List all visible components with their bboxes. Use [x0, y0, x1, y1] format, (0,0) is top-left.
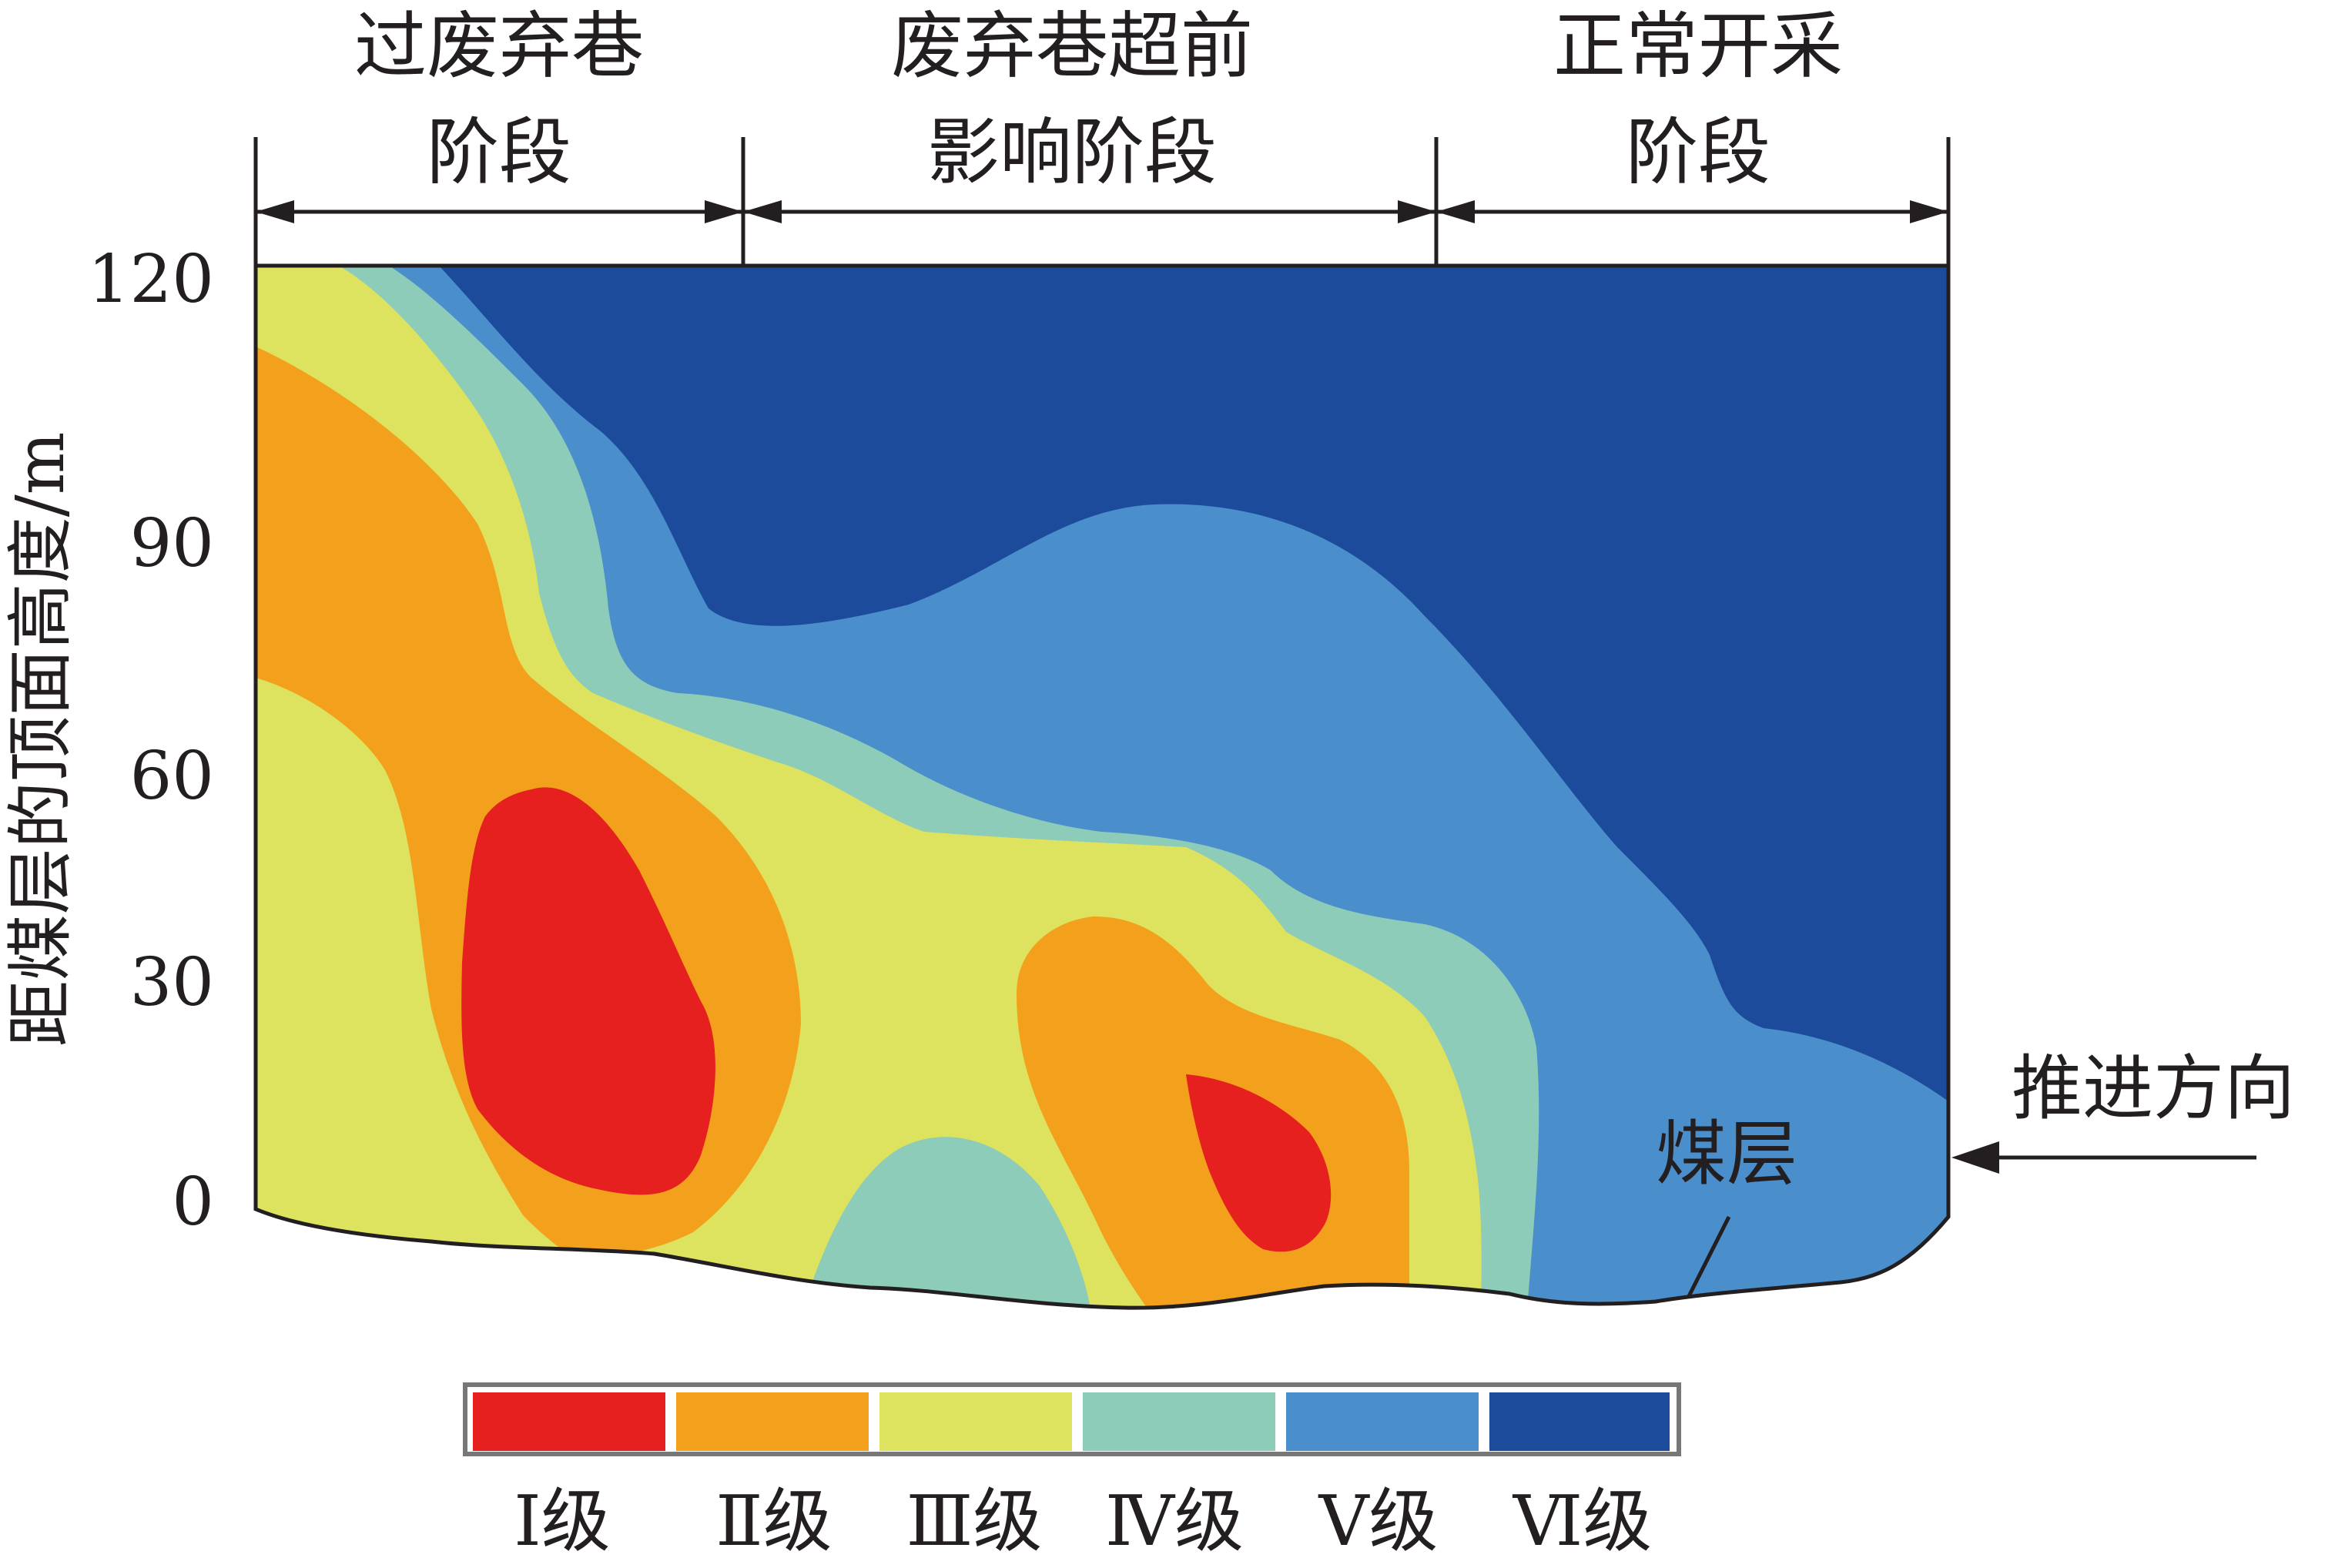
legend-swatch-3 — [879, 1392, 1072, 1451]
level-1-left-region — [461, 787, 715, 1195]
legend-swatch-1 — [473, 1392, 665, 1451]
stage-2-label-line1: 废弃巷超前 — [891, 5, 1253, 89]
stage-1-label-line2: 阶段 — [427, 111, 571, 195]
legend-label-3: Ⅲ级 — [906, 1481, 1043, 1562]
legend-label-1: Ⅰ级 — [514, 1481, 611, 1562]
stage-2-label-line2: 影响阶段 — [927, 111, 1217, 195]
stage-3-label-line2: 阶段 — [1626, 111, 1770, 195]
y-axis-label: 距煤层的顶面高度/m — [2, 432, 79, 1047]
legend: Ⅰ级 Ⅱ级 Ⅲ级 Ⅳ级 Ⅴ级 Ⅵ级 — [463, 1382, 1681, 1562]
stage-3-label-line1: 正常开采 — [1553, 5, 1843, 89]
advance-direction-label: 推进方向 — [2012, 1047, 2295, 1130]
legend-label-6: Ⅵ级 — [1513, 1481, 1653, 1562]
y-tick-120: 120 — [88, 241, 214, 318]
legend-swatch-6 — [1489, 1392, 1670, 1451]
legend-swatch-2 — [676, 1392, 869, 1451]
y-tick-30: 30 — [130, 944, 214, 1021]
legend-label-2: Ⅱ级 — [715, 1481, 832, 1562]
coal-seam-leader-line — [1686, 1215, 1731, 1299]
stage-1-label-line1: 过废弃巷 — [354, 5, 644, 89]
stage-dimension-lines — [253, 137, 1951, 266]
level-3-left-pocket — [256, 678, 578, 1294]
y-tick-60: 60 — [130, 738, 214, 815]
level-1-center-region — [1186, 1074, 1332, 1252]
y-tick-90: 90 — [130, 505, 214, 582]
y-tick-0: 0 — [172, 1164, 214, 1241]
legend-swatch-4 — [1083, 1392, 1275, 1451]
legend-label-4: Ⅳ级 — [1105, 1481, 1244, 1562]
legend-label-5: Ⅴ级 — [1318, 1481, 1439, 1562]
plot-outline — [253, 263, 1951, 1310]
coal-seam-label: 煤层 — [1656, 1113, 1797, 1195]
legend-swatch-5 — [1286, 1392, 1479, 1451]
contour-plot — [256, 266, 1948, 1308]
advance-direction-arrowhead — [1951, 1141, 1999, 1174]
